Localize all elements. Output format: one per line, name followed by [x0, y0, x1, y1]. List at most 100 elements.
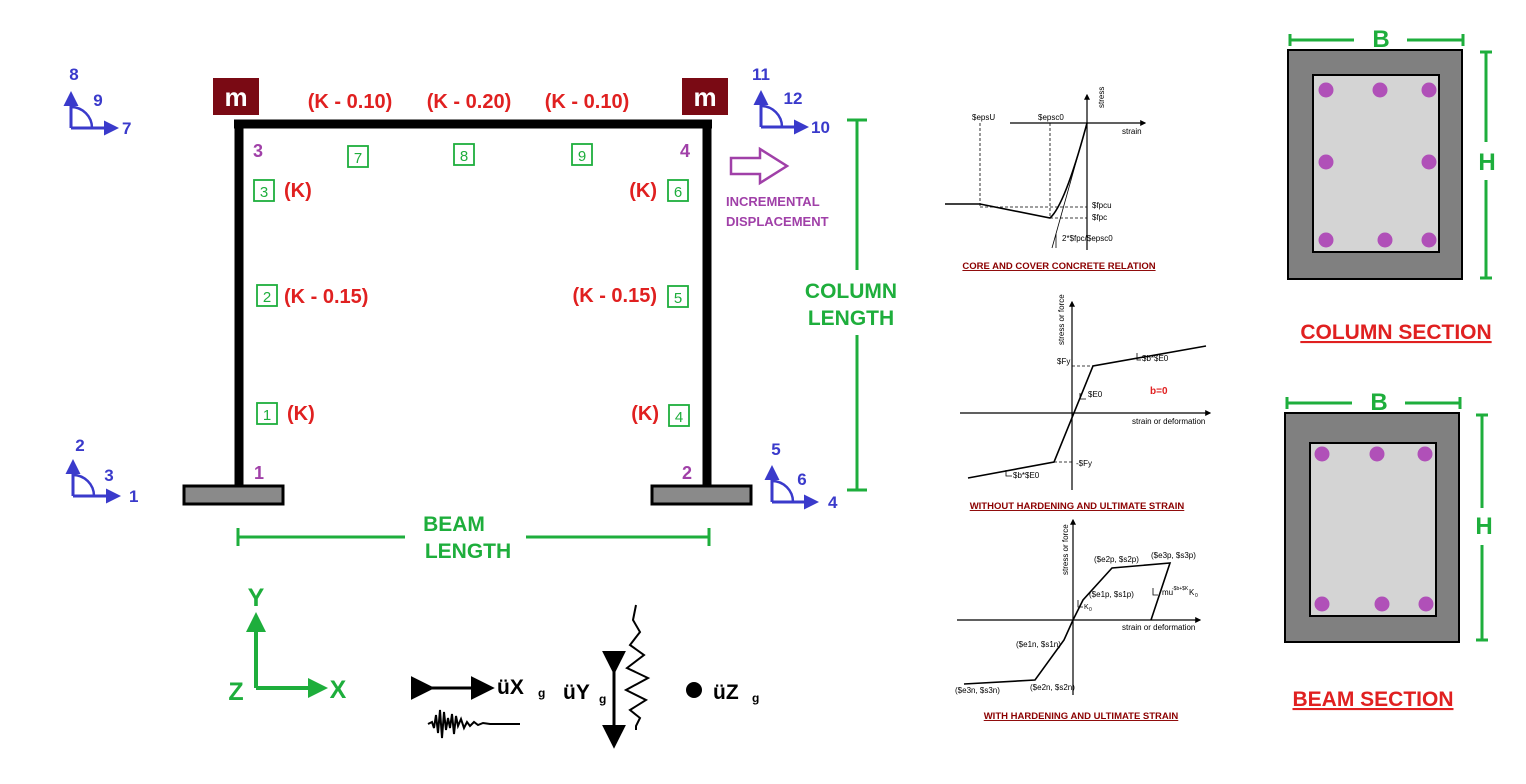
stiffness-col-right-bot: (K) — [631, 403, 659, 425]
svg-text:$epsU: $epsU — [972, 113, 995, 122]
svg-text:8: 8 — [69, 65, 78, 84]
svg-text:2: 2 — [263, 289, 271, 306]
stiffness-col-left-mid: (K - 0.15) — [284, 286, 368, 308]
svg-text:9: 9 — [578, 148, 586, 165]
svg-text:$b*$E0: $b*$E0 — [1142, 354, 1169, 363]
mass-label-right: m — [693, 82, 716, 112]
svg-text:INCREMENTAL: INCREMENTAL — [726, 194, 820, 209]
dof-node-1: 1 2 3 — [65, 436, 138, 506]
svg-text:$fpc: $fpc — [1092, 213, 1107, 222]
svg-text:mu: mu — [1162, 588, 1173, 597]
element-7: 7 — [347, 145, 369, 168]
svg-text:7: 7 — [122, 119, 131, 138]
ground-motion: üX g üY g üZ g — [410, 604, 759, 749]
column-width-label: B — [1372, 26, 1389, 53]
svg-text:5: 5 — [674, 290, 682, 307]
svg-text:2: 2 — [75, 436, 84, 455]
svg-text:g: g — [538, 686, 545, 700]
dof-node-3: 7 8 9 — [63, 65, 131, 138]
svg-text:11: 11 — [752, 65, 770, 84]
svg-text:LENGTH: LENGTH — [425, 540, 511, 563]
svg-text:5: 5 — [771, 440, 780, 459]
concrete-material-curve: stress strain $epsU $epsc0 $fpcu $fpc 2*… — [945, 87, 1156, 272]
stiffness-beam-right: (K - 0.10) — [545, 91, 629, 113]
dof-node-2: 4 5 6 — [764, 440, 838, 512]
column-section-title: COLUMN SECTION — [1300, 321, 1491, 344]
z-direction-dot-icon — [686, 682, 702, 698]
global-axes: Y X Z — [228, 584, 346, 706]
element-8: 8 — [453, 143, 475, 166]
frame: m m (K - 0.10) (K - 0.20) (K - 0.10) 1 2… — [182, 78, 753, 506]
svg-text:$E0: $E0 — [1088, 390, 1103, 399]
stiffness-col-left-bot: (K) — [287, 403, 315, 425]
column-section: B H COLUMN SECTION — [1287, 26, 1496, 344]
beam-height-label: H — [1475, 513, 1492, 540]
svg-text:0: 0 — [1195, 593, 1198, 599]
svg-text:3: 3 — [260, 184, 268, 201]
svg-text:6: 6 — [797, 470, 806, 489]
svg-text:1: 1 — [129, 487, 138, 506]
node-4: 4 — [680, 141, 690, 161]
mass-label-left: m — [224, 82, 247, 112]
beam-core — [1309, 442, 1437, 617]
element-4: 4 — [668, 404, 690, 427]
svg-text:-$b+$K: -$b+$K — [1172, 586, 1189, 592]
dof-node-4: 10 11 12 — [752, 65, 830, 137]
svg-text:g: g — [599, 692, 606, 706]
svg-text:0: 0 — [1089, 607, 1092, 613]
svg-text:$Fy: $Fy — [1057, 357, 1070, 366]
x-accelerogram-icon — [427, 709, 520, 739]
left-support — [182, 484, 285, 506]
element-2: 2 — [256, 284, 278, 307]
svg-text:K: K — [1084, 604, 1089, 611]
svg-text:-$Fy: -$Fy — [1076, 459, 1092, 468]
svg-text:($e2n, $s2n): ($e2n, $s2n) — [1030, 683, 1075, 692]
svg-text:stress or force: stress or force — [1057, 294, 1066, 345]
element-1: 1 — [256, 402, 278, 425]
svg-text:stress: stress — [1097, 87, 1106, 108]
svg-text:BEAM: BEAM — [423, 513, 485, 536]
beam-section: B H BEAM SECTION — [1284, 389, 1493, 711]
stiffness-beam-mid: (K - 0.20) — [427, 91, 511, 113]
beam-length-dimension: BEAM LENGTH — [236, 513, 711, 563]
node-1: 1 — [254, 463, 264, 483]
svg-text:6: 6 — [674, 184, 682, 201]
svg-text:$b*$E0: $b*$E0 — [1013, 471, 1040, 480]
stiffness-col-left-top: (K) — [284, 180, 312, 202]
svg-text:üZ: üZ — [713, 681, 739, 704]
beam-rebars — [1314, 446, 1434, 612]
element-5: 5 — [667, 285, 689, 308]
svg-text:7: 7 — [354, 150, 362, 167]
node-2: 2 — [682, 463, 692, 483]
hysteretic-curve: stress or force strain or deformation ($… — [955, 518, 1202, 722]
incremental-displacement: INCREMENTAL DISPLACEMENT — [726, 146, 829, 229]
svg-text:DISPLACEMENT: DISPLACEMENT — [726, 214, 829, 229]
svg-text:4: 4 — [828, 493, 838, 512]
svg-text:9: 9 — [93, 91, 102, 110]
element-9: 9 — [571, 143, 593, 166]
element-6: 6 — [667, 179, 689, 202]
svg-text:g: g — [752, 691, 759, 705]
svg-text:strain or deformation: strain or deformation — [1132, 417, 1205, 426]
svg-text:8: 8 — [460, 148, 468, 165]
svg-text:üX: üX — [497, 676, 524, 699]
svg-text:COLUMN: COLUMN — [805, 280, 897, 303]
svg-text:($e2p, $s2p): ($e2p, $s2p) — [1094, 555, 1139, 564]
svg-text:12: 12 — [784, 89, 803, 108]
svg-text:b=0: b=0 — [1150, 386, 1168, 397]
svg-text:$fpcu: $fpcu — [1092, 201, 1112, 210]
column-height-label: H — [1478, 149, 1495, 176]
svg-text:3: 3 — [104, 466, 113, 485]
svg-text:($e1n, $s1n): ($e1n, $s1n) — [1016, 640, 1061, 649]
svg-text:strain or deformation: strain or deformation — [1122, 623, 1195, 632]
right-support — [650, 484, 753, 506]
stiffness-beam-left: (K - 0.10) — [308, 91, 392, 113]
beam-width-label: B — [1370, 389, 1387, 416]
svg-text:strain: strain — [1122, 127, 1142, 136]
svg-text:$epsc0: $epsc0 — [1038, 113, 1064, 122]
element-3: 3 — [253, 179, 275, 202]
svg-text:üY: üY — [563, 681, 590, 704]
svg-text:2*$fpc/$epsc0: 2*$fpc/$epsc0 — [1062, 234, 1113, 243]
column-core — [1312, 74, 1440, 253]
stiffness-col-right-top: (K) — [629, 180, 657, 202]
